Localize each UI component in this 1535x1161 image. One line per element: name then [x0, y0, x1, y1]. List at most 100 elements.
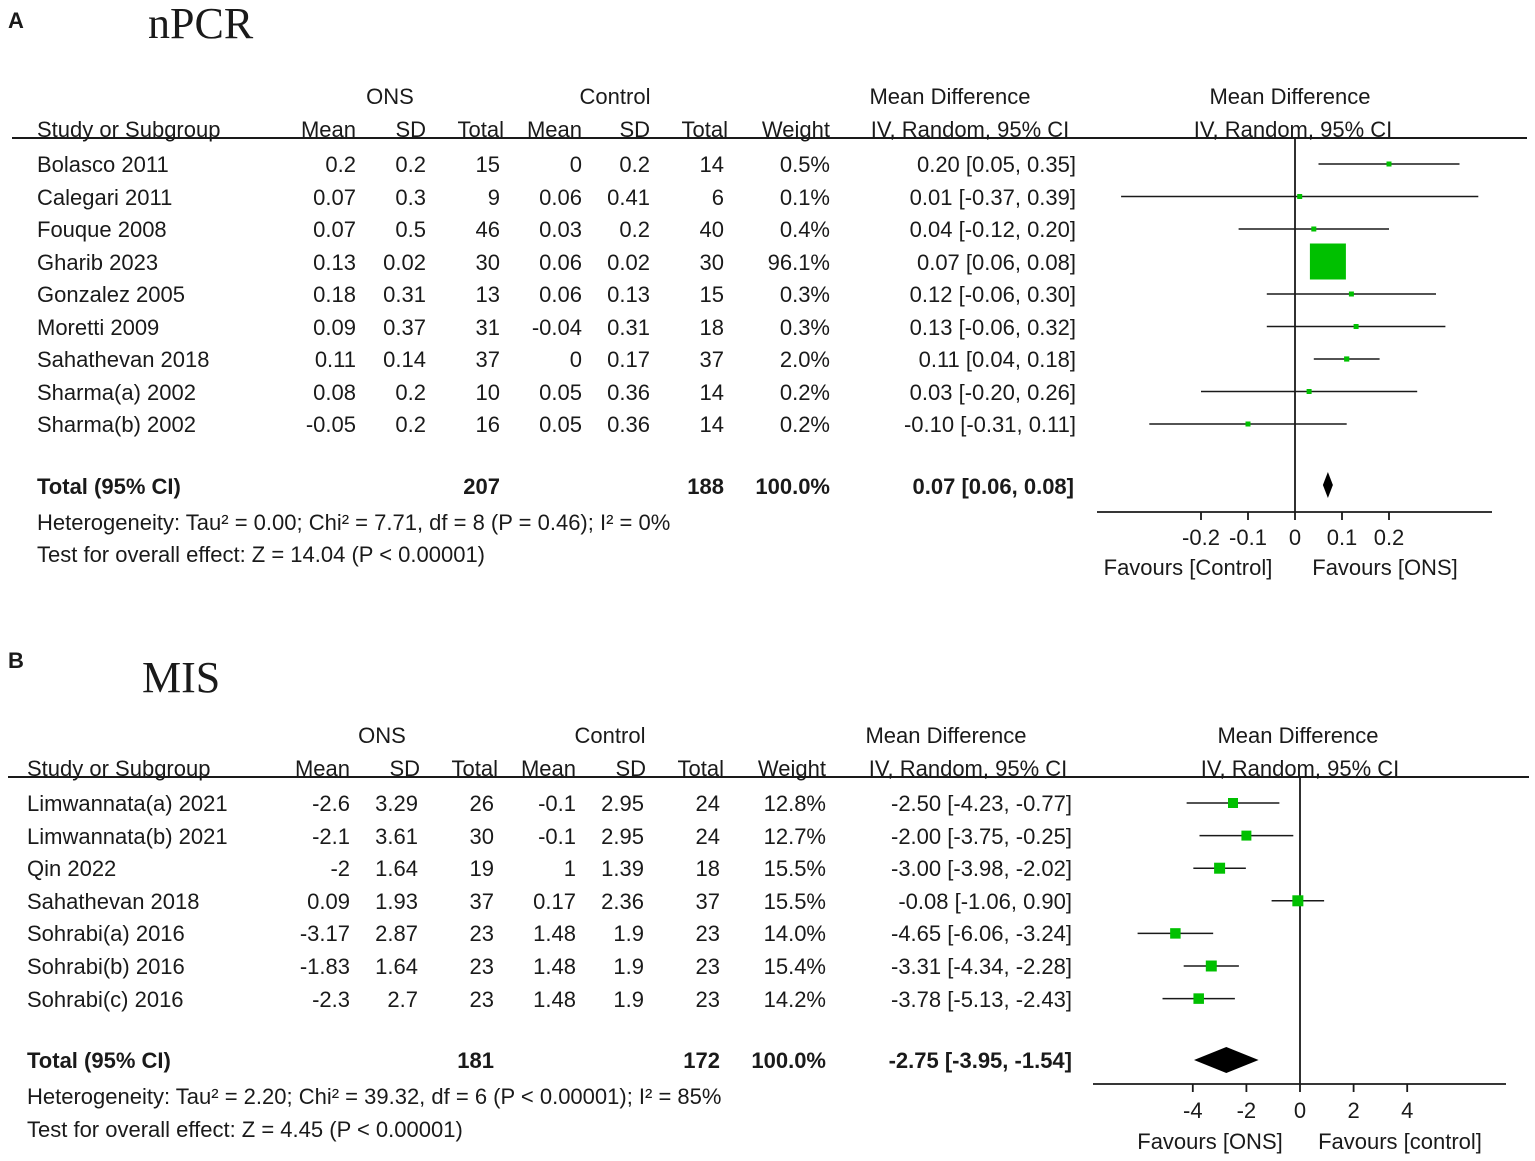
- cell-mean-control: 1: [563, 856, 576, 882]
- effect-square: [1205, 960, 1217, 972]
- cell-total-control: 14: [699, 379, 724, 405]
- x-tick-label: -0.1: [1229, 525, 1267, 550]
- cell-sd-ons: 2.7: [387, 986, 418, 1012]
- header-rule: [12, 137, 1527, 139]
- cell-sd-control: 1.39: [601, 856, 644, 882]
- study-name: Limwannata(b) 2021: [27, 823, 228, 849]
- total-n-control: 188: [687, 474, 724, 499]
- cell-total-control: 18: [699, 314, 724, 340]
- cell-sd-control: 0.31: [607, 314, 650, 340]
- effect-square: [1292, 895, 1304, 907]
- cell-weight: 2.0%: [779, 347, 830, 372]
- cell-weight: 0.3%: [779, 314, 830, 340]
- total-ci: 0.07 [0.06, 0.08]: [912, 474, 1074, 499]
- group-label-experimental: ONS: [358, 723, 406, 748]
- cell-sd-ons: 3.61: [375, 823, 418, 849]
- x-tick-label: 0: [1289, 525, 1301, 550]
- cell-mean-ons: -2.1: [312, 823, 350, 849]
- study-name: Moretti 2009: [37, 314, 160, 340]
- x-tick-label: 2: [1347, 1098, 1359, 1123]
- cell-mean-ons: 0.09: [313, 314, 356, 340]
- favours-right-label: Favours [ONS]: [1312, 555, 1457, 580]
- cell-ci: 0.11 [0.04, 0.18]: [918, 347, 1076, 372]
- cell-total-ons: 23: [469, 921, 494, 947]
- cell-total-control: 6: [711, 184, 724, 210]
- cell-mean-control: -0.1: [538, 823, 576, 849]
- group-label-control: Control: [574, 723, 646, 748]
- cell-sd-control: 2.36: [601, 888, 644, 914]
- cell-weight: 0.1%: [779, 184, 830, 210]
- effect-square: [1297, 194, 1303, 199]
- cell-sd-ons: 1.64: [375, 954, 418, 979]
- group-label-experimental: ONS: [366, 84, 414, 109]
- total-weight: 100.0%: [755, 474, 830, 499]
- cell-mean-control: -0.1: [538, 791, 576, 816]
- cell-sd-control: 0.17: [607, 347, 650, 372]
- panel-letter-b: B: [8, 648, 24, 673]
- cell-total-ons: 30: [469, 823, 494, 849]
- cell-weight: 15.5%: [763, 888, 826, 914]
- cell-sd-ons: 0.2: [395, 152, 426, 177]
- cell-weight: 0.2%: [779, 412, 830, 437]
- total-n-ons: 207: [463, 474, 500, 499]
- total-label: Total (95% CI): [37, 474, 181, 499]
- favours-left-label: Favours [ONS]: [1137, 1129, 1282, 1154]
- x-tick-label: -0.2: [1182, 525, 1220, 550]
- x-tick-label: 0: [1294, 1098, 1306, 1123]
- x-tick-label: 0.1: [1327, 525, 1358, 550]
- cell-sd-control: 0.2: [619, 217, 650, 242]
- cell-mean-ons: 0.2: [325, 152, 356, 177]
- cell-total-control: 40: [699, 217, 724, 242]
- cell-ci: -3.31 [-4.34, -2.28]: [891, 954, 1072, 979]
- forest-plot-area: -4 -2 0 2 4 Favours [ONS] Favours [control]: [1093, 777, 1506, 1154]
- cell-weight: 14.2%: [763, 986, 826, 1012]
- cell-total-ons: 26: [469, 791, 494, 816]
- cell-total-ons: 30: [475, 249, 500, 275]
- cell-weight: 96.1%: [767, 249, 830, 275]
- x-tick-label: 0.2: [1374, 525, 1405, 550]
- cell-mean-control: 0.06: [539, 282, 582, 307]
- pooled-diamond: [1322, 472, 1333, 498]
- cell-sd-ons: 0.31: [383, 282, 426, 307]
- effect-square: [1353, 324, 1359, 329]
- cell-mean-control: 1.48: [533, 986, 576, 1012]
- cell-total-ons: 13: [475, 282, 500, 307]
- cell-sd-ons: 3.29: [375, 791, 418, 816]
- effect-square: [1386, 161, 1392, 167]
- pooled-diamond: [1194, 1047, 1259, 1073]
- md-title-header: Mean Difference: [865, 723, 1027, 748]
- overall-effect-text: Test for overall effect: Z = 14.04 (P < …: [37, 542, 486, 567]
- cell-ci: -3.78 [-5.13, -2.43]: [891, 986, 1072, 1012]
- cell-mean-control: 0.05: [539, 379, 582, 405]
- effect-square: [1214, 862, 1226, 874]
- cell-sd-ons: 1.93: [375, 888, 418, 914]
- cell-ci: -0.10 [-0.31, 0.11]: [903, 412, 1076, 437]
- cell-mean-ons: 0.07: [313, 217, 356, 242]
- cell-sd-ons: 0.5: [395, 217, 426, 242]
- study-name: Sahathevan 2018: [27, 888, 200, 914]
- forest-plot-mis: B MIS ONS Control Mean Difference Mean D…: [0, 640, 1535, 1161]
- cell-mean-control: 0.05: [539, 412, 582, 437]
- md-title-header: Mean Difference: [869, 84, 1031, 109]
- cell-weight: 0.3%: [779, 282, 830, 307]
- effect-square: [1309, 243, 1346, 280]
- study-name: Sharma(b) 2002: [37, 412, 196, 437]
- cell-mean-ons: 0.09: [307, 888, 350, 914]
- cell-total-ons: 23: [469, 954, 494, 979]
- cell-ci: -2.50 [-4.23, -0.77]: [891, 791, 1072, 816]
- total-ci: -2.75 [-3.95, -1.54]: [888, 1048, 1072, 1073]
- total-label: Total (95% CI): [27, 1048, 171, 1073]
- cell-mean-control: 0.06: [539, 184, 582, 210]
- cell-sd-control: 0.2: [619, 152, 650, 177]
- overall-effect-text: Test for overall effect: Z = 4.45 (P < 0…: [27, 1117, 463, 1142]
- study-name: Sharma(a) 2002: [37, 379, 196, 405]
- cell-mean-control: 1.48: [533, 954, 576, 979]
- effect-square: [1311, 226, 1317, 232]
- cell-total-control: 14: [699, 152, 724, 177]
- cell-weight: 15.4%: [763, 954, 826, 979]
- cell-weight: 14.0%: [763, 921, 826, 947]
- cell-total-control: 23: [695, 954, 720, 979]
- header-rule: [8, 776, 1529, 778]
- md-title-plot-header: Mean Difference: [1217, 723, 1379, 748]
- cell-weight: 0.5%: [779, 152, 830, 177]
